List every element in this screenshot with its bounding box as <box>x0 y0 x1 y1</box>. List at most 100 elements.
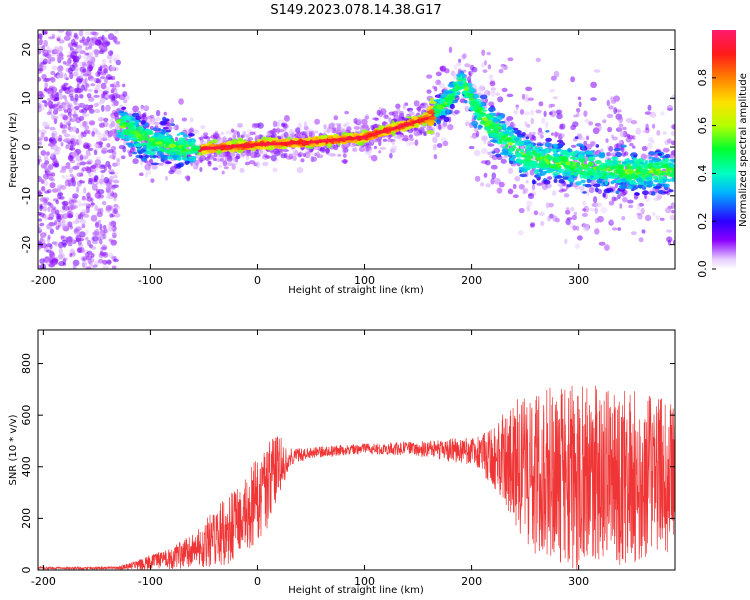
heatmap-cell <box>60 185 67 190</box>
heatmap-cell <box>452 72 457 77</box>
heatmap-cell <box>545 148 550 154</box>
heatmap-cell <box>652 170 661 176</box>
heatmap-cell <box>274 150 281 157</box>
heatmap-cell <box>216 137 223 145</box>
heatmap-cell <box>553 178 558 184</box>
heatmap-cell <box>328 128 333 133</box>
heatmap-cell <box>459 98 466 104</box>
heatmap-cell <box>408 137 414 141</box>
heatmap-cell <box>104 30 109 33</box>
heatmap-cell <box>457 80 464 86</box>
heatmap-cell <box>111 265 117 269</box>
heatmap-cell <box>525 86 533 92</box>
heatmap-cell <box>517 135 524 138</box>
heatmap-cell <box>74 105 80 111</box>
heatmap-cell <box>531 183 536 191</box>
heatmap-cell <box>570 124 576 131</box>
heatmap-cell <box>497 96 504 103</box>
heatmap-cell <box>82 202 89 206</box>
heatmap-cell <box>426 130 435 135</box>
heatmap-cell <box>162 116 167 122</box>
heatmap-cell <box>43 158 50 162</box>
heatmap-cell <box>617 126 624 131</box>
heatmap-cell <box>647 142 653 150</box>
heatmap-cell <box>113 196 117 202</box>
heatmap-cell <box>91 183 98 191</box>
heatmap-cell <box>260 148 264 154</box>
heatmap-cell <box>606 113 614 119</box>
heatmap-cell <box>157 128 162 132</box>
heatmap-cell <box>578 101 582 108</box>
heatmap-cell <box>600 162 606 166</box>
heatmap-cell <box>436 119 442 125</box>
heatmap-cell <box>87 180 93 185</box>
heatmap-cell <box>609 96 615 102</box>
heatmap-cell <box>42 206 48 212</box>
heatmap-cell <box>152 127 158 131</box>
heatmap-cell <box>244 133 252 138</box>
heatmap-cell <box>465 119 469 125</box>
heatmap-cell <box>121 106 127 110</box>
heatmap-cell <box>108 94 116 100</box>
heatmap-cell <box>60 142 64 147</box>
heatmap-cell <box>491 172 497 180</box>
heatmap-cell <box>488 101 495 107</box>
heatmap-cell <box>100 252 107 257</box>
heatmap-cell <box>446 94 452 99</box>
heatmap-cell <box>498 124 507 127</box>
heatmap-cell <box>479 112 487 115</box>
heatmap-cell <box>199 167 203 172</box>
heatmap-cell <box>50 77 56 83</box>
heatmap-cell <box>560 123 566 130</box>
heatmap-cell <box>212 167 219 171</box>
heatmap-cell <box>473 149 481 157</box>
heatmap-cell <box>664 183 670 188</box>
heatmap-cell <box>647 104 652 111</box>
heatmap-cell <box>498 69 504 74</box>
heatmap-cell <box>612 136 618 141</box>
heatmap-cell <box>103 117 109 122</box>
heatmap-cell <box>84 125 90 130</box>
heatmap-cell <box>473 115 477 121</box>
heatmap-cell <box>580 136 586 141</box>
heatmap-cell <box>291 131 295 138</box>
heatmap-cell <box>43 123 51 127</box>
heatmap-cell <box>310 156 317 162</box>
heatmap-cell <box>505 137 512 141</box>
heatmap-cell <box>189 117 194 123</box>
heatmap-cell <box>575 108 581 113</box>
heatmap-cell <box>477 117 483 121</box>
heatmap-cell <box>43 176 48 181</box>
heatmap-cell <box>88 45 93 50</box>
heatmap-cell <box>249 131 256 135</box>
heatmap-cell <box>574 167 580 171</box>
heatmap-cell <box>448 46 453 53</box>
heatmap-cell <box>570 76 575 83</box>
heatmap-cell <box>584 183 592 188</box>
heatmap-cell <box>627 164 631 169</box>
heatmap-cell <box>70 51 77 59</box>
heatmap-cell <box>102 37 108 43</box>
heatmap-cell <box>181 156 188 161</box>
heatmap-cell <box>272 120 278 128</box>
heatmap-cell <box>51 132 56 138</box>
heatmap-cell <box>159 131 167 134</box>
heatmap-cell <box>671 170 675 174</box>
heatmap-cell <box>498 181 505 188</box>
heatmap-cell <box>513 137 519 141</box>
heatmap-cell <box>474 109 480 113</box>
heatmap-cell <box>480 182 484 187</box>
heatmap-cell <box>108 50 114 56</box>
heatmap-cell <box>539 164 545 169</box>
heatmap-cell <box>102 259 108 265</box>
heatmap-cell <box>109 175 114 182</box>
heatmap-cell <box>639 161 644 165</box>
heatmap-cell <box>174 124 179 128</box>
heatmap-cell <box>517 230 524 236</box>
heatmap-cell <box>78 30 84 37</box>
heatmap-cell <box>483 118 489 122</box>
heatmap-cell <box>155 109 161 117</box>
heatmap-cell <box>620 144 627 148</box>
heatmap-cell <box>69 115 73 121</box>
heatmap-cell <box>565 161 571 166</box>
